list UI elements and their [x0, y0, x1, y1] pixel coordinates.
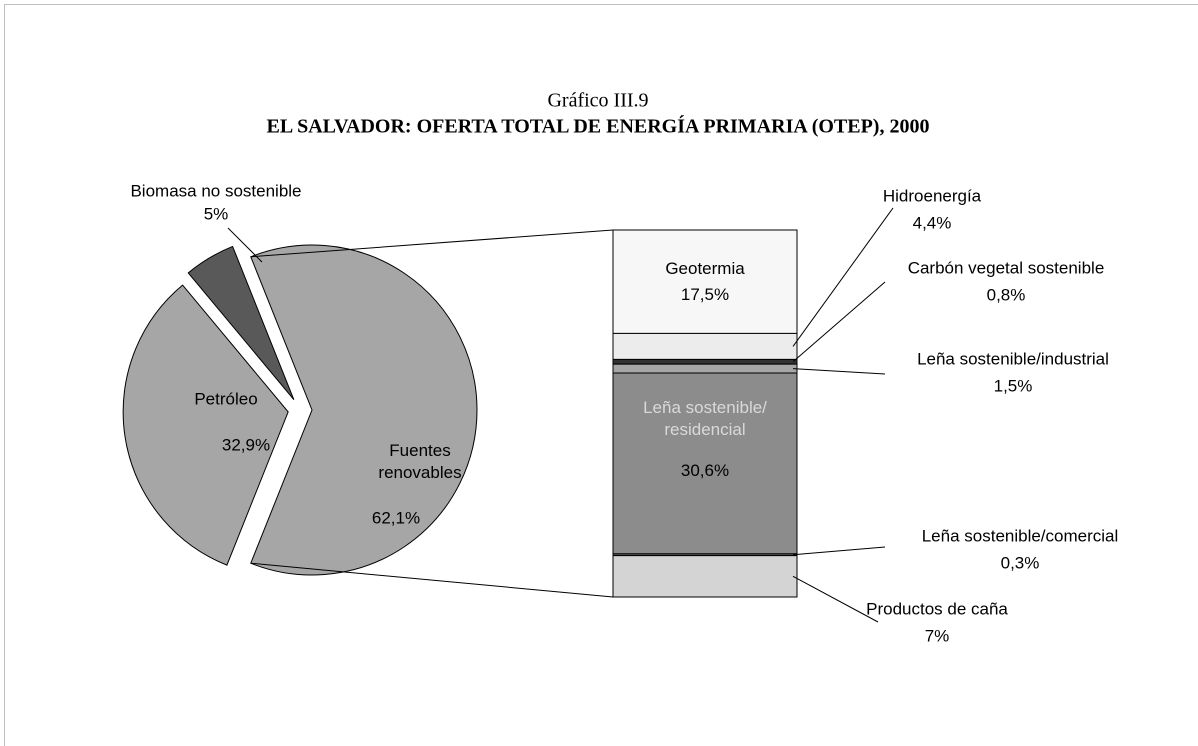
connector-line	[250, 229, 614, 258]
connector-line	[250, 562, 614, 598]
bar-label: Leña sostenible/ residencial	[643, 398, 767, 440]
bar-value-label: 0,8%	[987, 285, 1026, 304]
pie-label: Biomasa no sostenible	[130, 181, 301, 200]
bar-label: Geotermia	[665, 259, 745, 278]
bar-value-label: 30,6%	[681, 461, 729, 480]
pie-value-label: 32,9%	[222, 435, 270, 454]
bar-value-label: 1,5%	[994, 376, 1033, 395]
bar-value-label: 17,5%	[681, 285, 729, 304]
pie-label-box: Fuentes renovables	[378, 441, 462, 482]
leader-line	[792, 207, 894, 347]
leader-line	[792, 368, 886, 375]
bar-label: Hidroenergía	[883, 186, 982, 205]
leader-line	[792, 546, 886, 556]
bar-segment	[612, 372, 798, 555]
pie-label: Fuentes renovables	[378, 441, 462, 482]
bar-label-box: Leña sostenible/ residencial	[643, 398, 767, 440]
pie-value-label: 5%	[204, 204, 229, 223]
bar-segment	[612, 555, 798, 598]
bar-label: Productos de caña	[866, 599, 1008, 618]
bar-segment	[612, 229, 798, 334]
pie-slice	[187, 245, 295, 401]
bar-label: Carbón vegetal sostenible	[908, 258, 1105, 277]
bar-segment	[612, 358, 798, 365]
pie-slice	[122, 284, 289, 566]
bar-label: Leña sostenible/comercial	[922, 526, 1119, 545]
leader-line	[792, 281, 886, 363]
chart-title: EL SALVADOR: OFERTA TOTAL DE ENERGÍA PRI…	[267, 115, 930, 138]
bar-segment	[612, 363, 798, 374]
bar-value-label: 0,3%	[1001, 553, 1040, 572]
bar-segment	[612, 332, 798, 360]
pie-label: Petróleo	[194, 389, 257, 408]
bar-label: Leña sostenible/industrial	[917, 349, 1109, 368]
chart-supertitle: Gráfico III.9	[547, 90, 648, 112]
bar-value-label: 7%	[925, 626, 950, 645]
leader-line	[792, 575, 879, 623]
pie-value-label: 62,1%	[372, 508, 420, 527]
bar-value-label: 4,4%	[913, 213, 952, 232]
